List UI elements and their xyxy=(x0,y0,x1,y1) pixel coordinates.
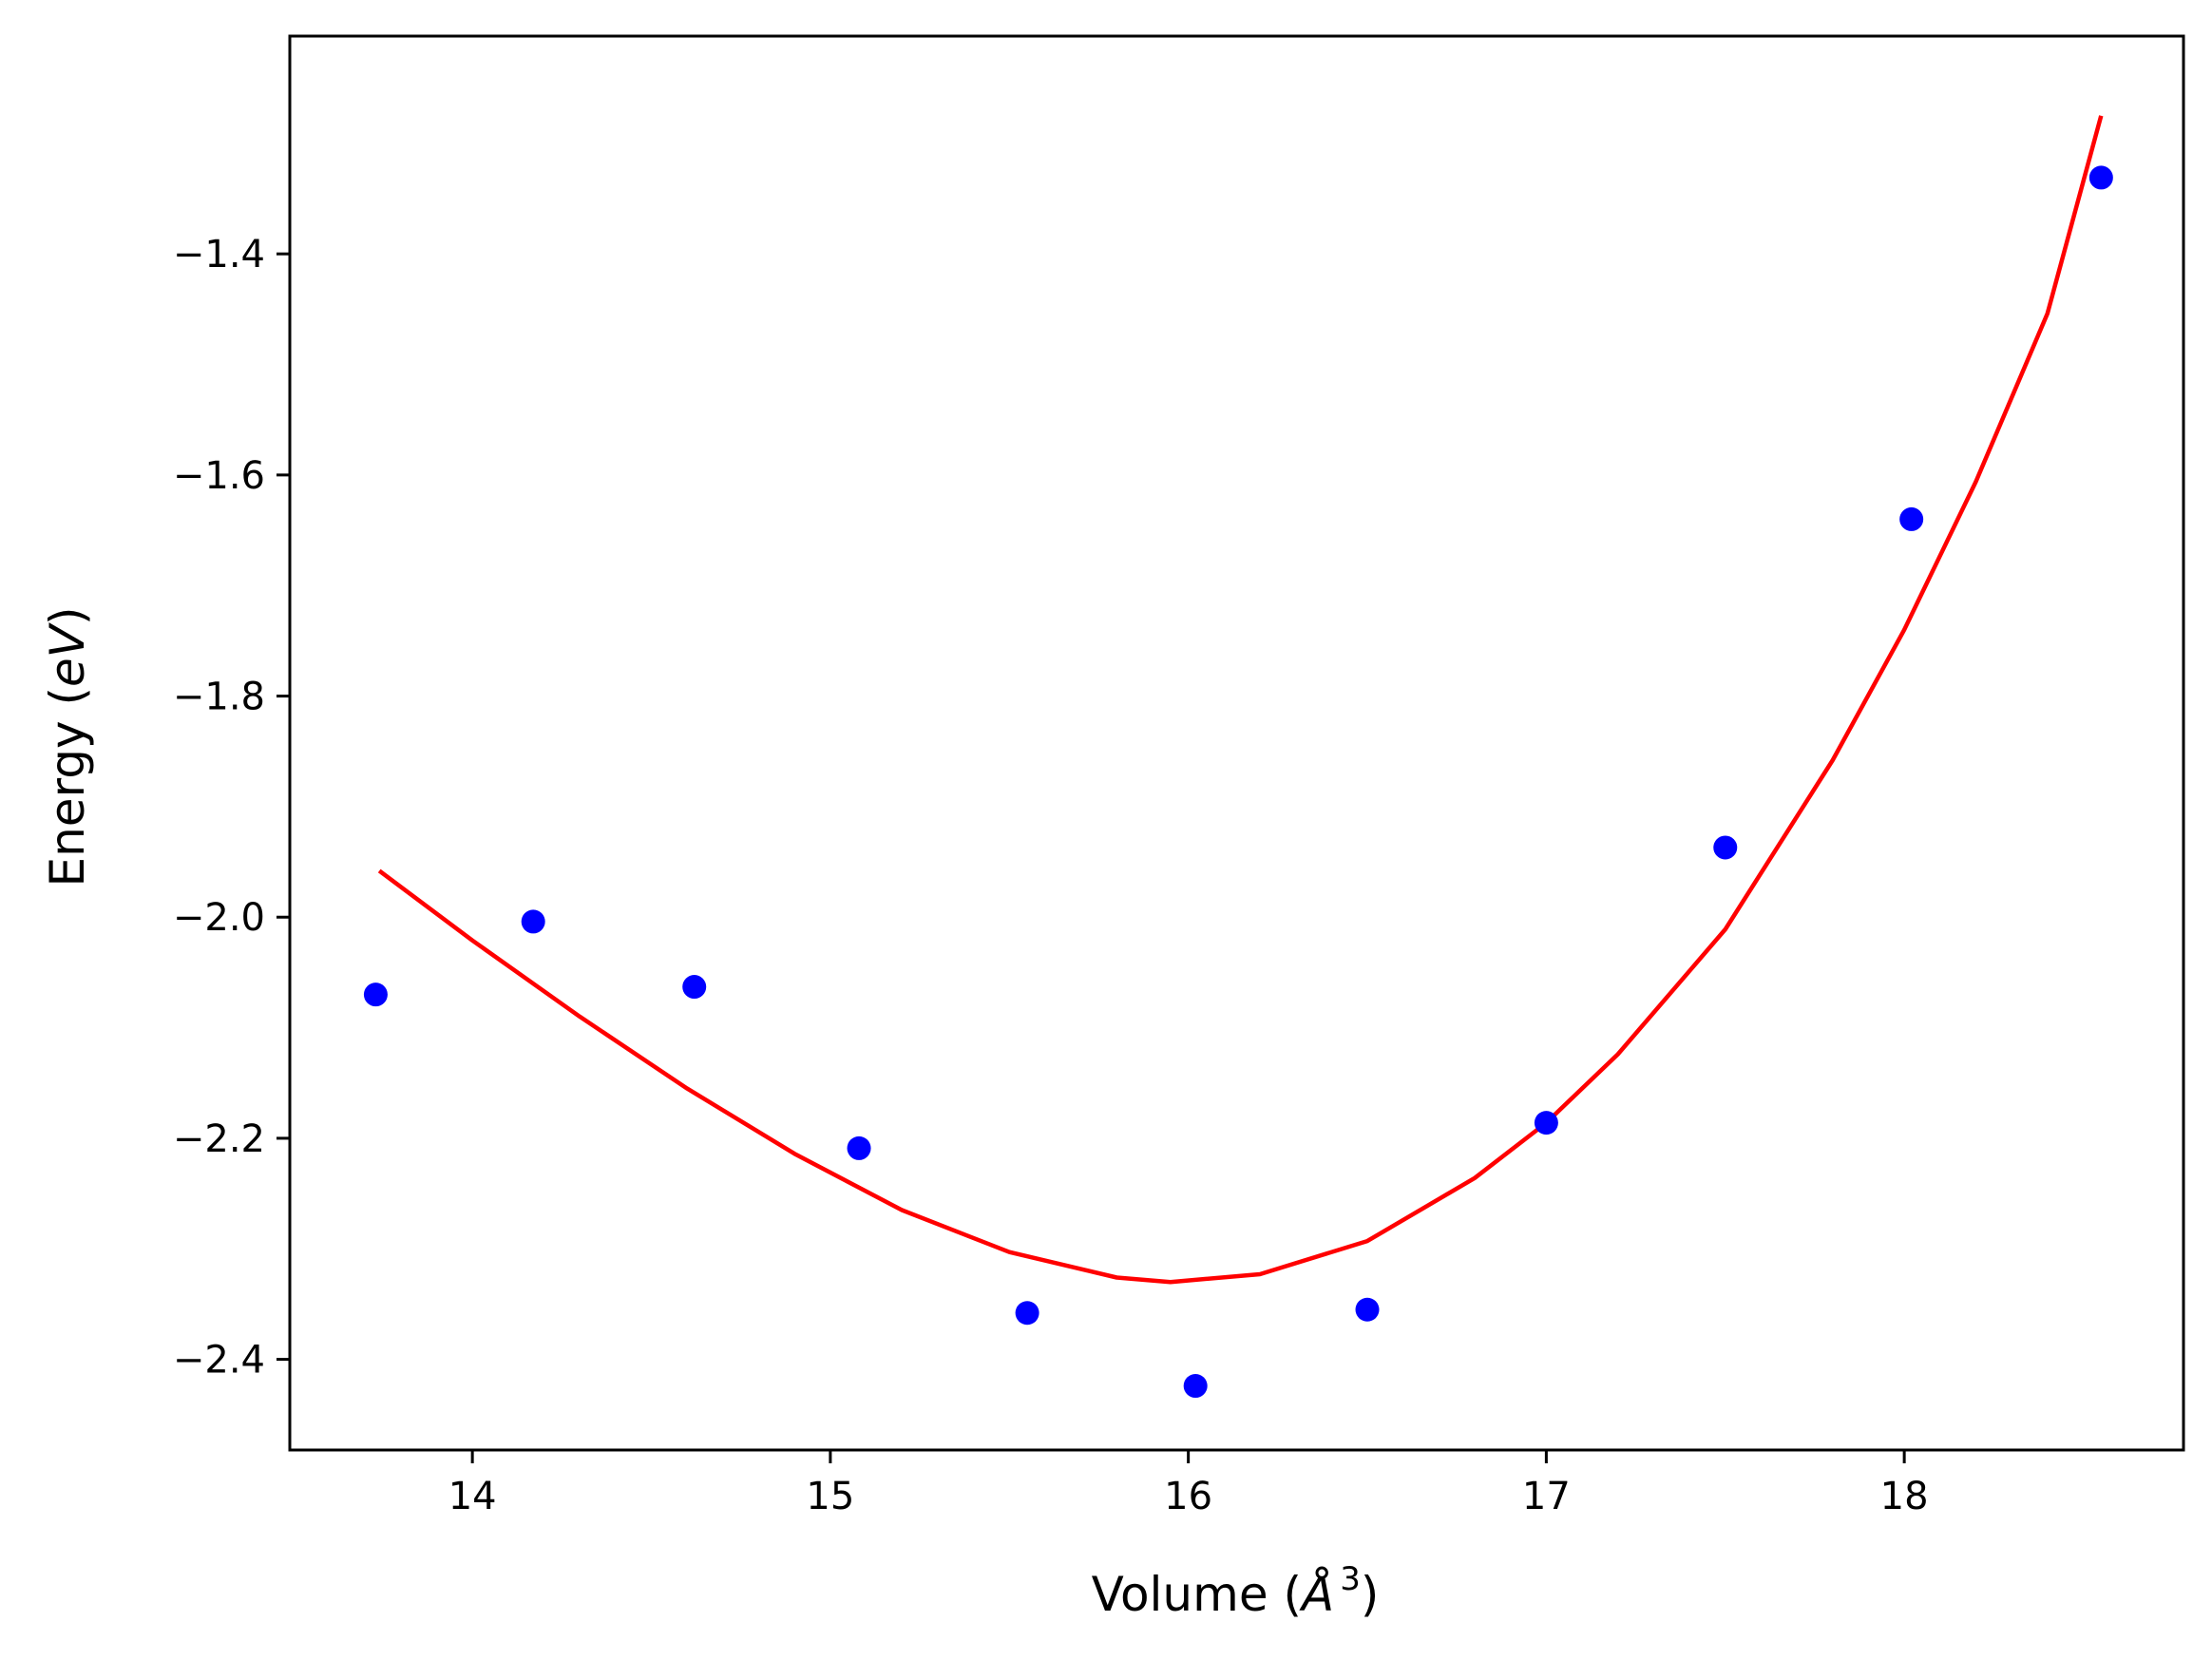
data-point xyxy=(847,1135,871,1160)
data-point xyxy=(363,983,388,1007)
fit-curve xyxy=(377,115,2104,1285)
x-tick-label: 18 xyxy=(1880,1475,1929,1518)
data-point xyxy=(521,909,545,934)
data-point xyxy=(1713,835,1738,860)
y-tick-label: −1.6 xyxy=(173,454,265,498)
y-tick-label: −2.4 xyxy=(173,1339,265,1383)
x-axis-label-text: Volume ( xyxy=(1092,1567,1302,1622)
data-point xyxy=(682,975,707,1000)
data-point xyxy=(1015,1301,1039,1326)
x-tick-label: 16 xyxy=(1164,1475,1212,1518)
y-axis-label: Energy (eV) xyxy=(40,607,95,887)
data-point xyxy=(1355,1297,1380,1322)
y-tick-label: −2.2 xyxy=(173,1117,265,1161)
series-layer xyxy=(363,115,2113,1399)
y-tick-label: −1.4 xyxy=(173,233,265,277)
data-point xyxy=(1534,1111,1558,1135)
y-tick-label: −2.0 xyxy=(173,896,265,940)
x-tick-marks xyxy=(470,1450,1906,1463)
y-axis-label-text: Energy ( xyxy=(40,687,95,887)
y-axis-label-unit: eV xyxy=(40,621,95,687)
x-tick-label: 14 xyxy=(448,1475,497,1518)
x-tick-labels: 14 15 16 17 18 xyxy=(448,1475,1929,1518)
x-axis-label-exponent: 3 xyxy=(1340,1560,1361,1598)
x-axis-label-close: ) xyxy=(1361,1567,1380,1622)
x-tick-label: 15 xyxy=(806,1475,854,1518)
y-tick-marks xyxy=(276,252,290,1362)
data-point xyxy=(2088,165,2113,190)
x-tick-label: 17 xyxy=(1522,1475,1571,1518)
x-axis-label: Volume (Å 3) xyxy=(1092,1560,1380,1622)
y-tick-label: −1.8 xyxy=(173,676,265,719)
y-axis-label-close: ) xyxy=(40,607,95,626)
data-point xyxy=(1183,1374,1208,1399)
data-point xyxy=(1899,506,1924,531)
plot-frame xyxy=(288,34,2185,1452)
x-axis-label-symbol: Å xyxy=(1299,1567,1334,1622)
y-tick-labels: −2.4 −2.2 −2.0 −1.8 −1.6 −1.4 xyxy=(173,233,265,1382)
